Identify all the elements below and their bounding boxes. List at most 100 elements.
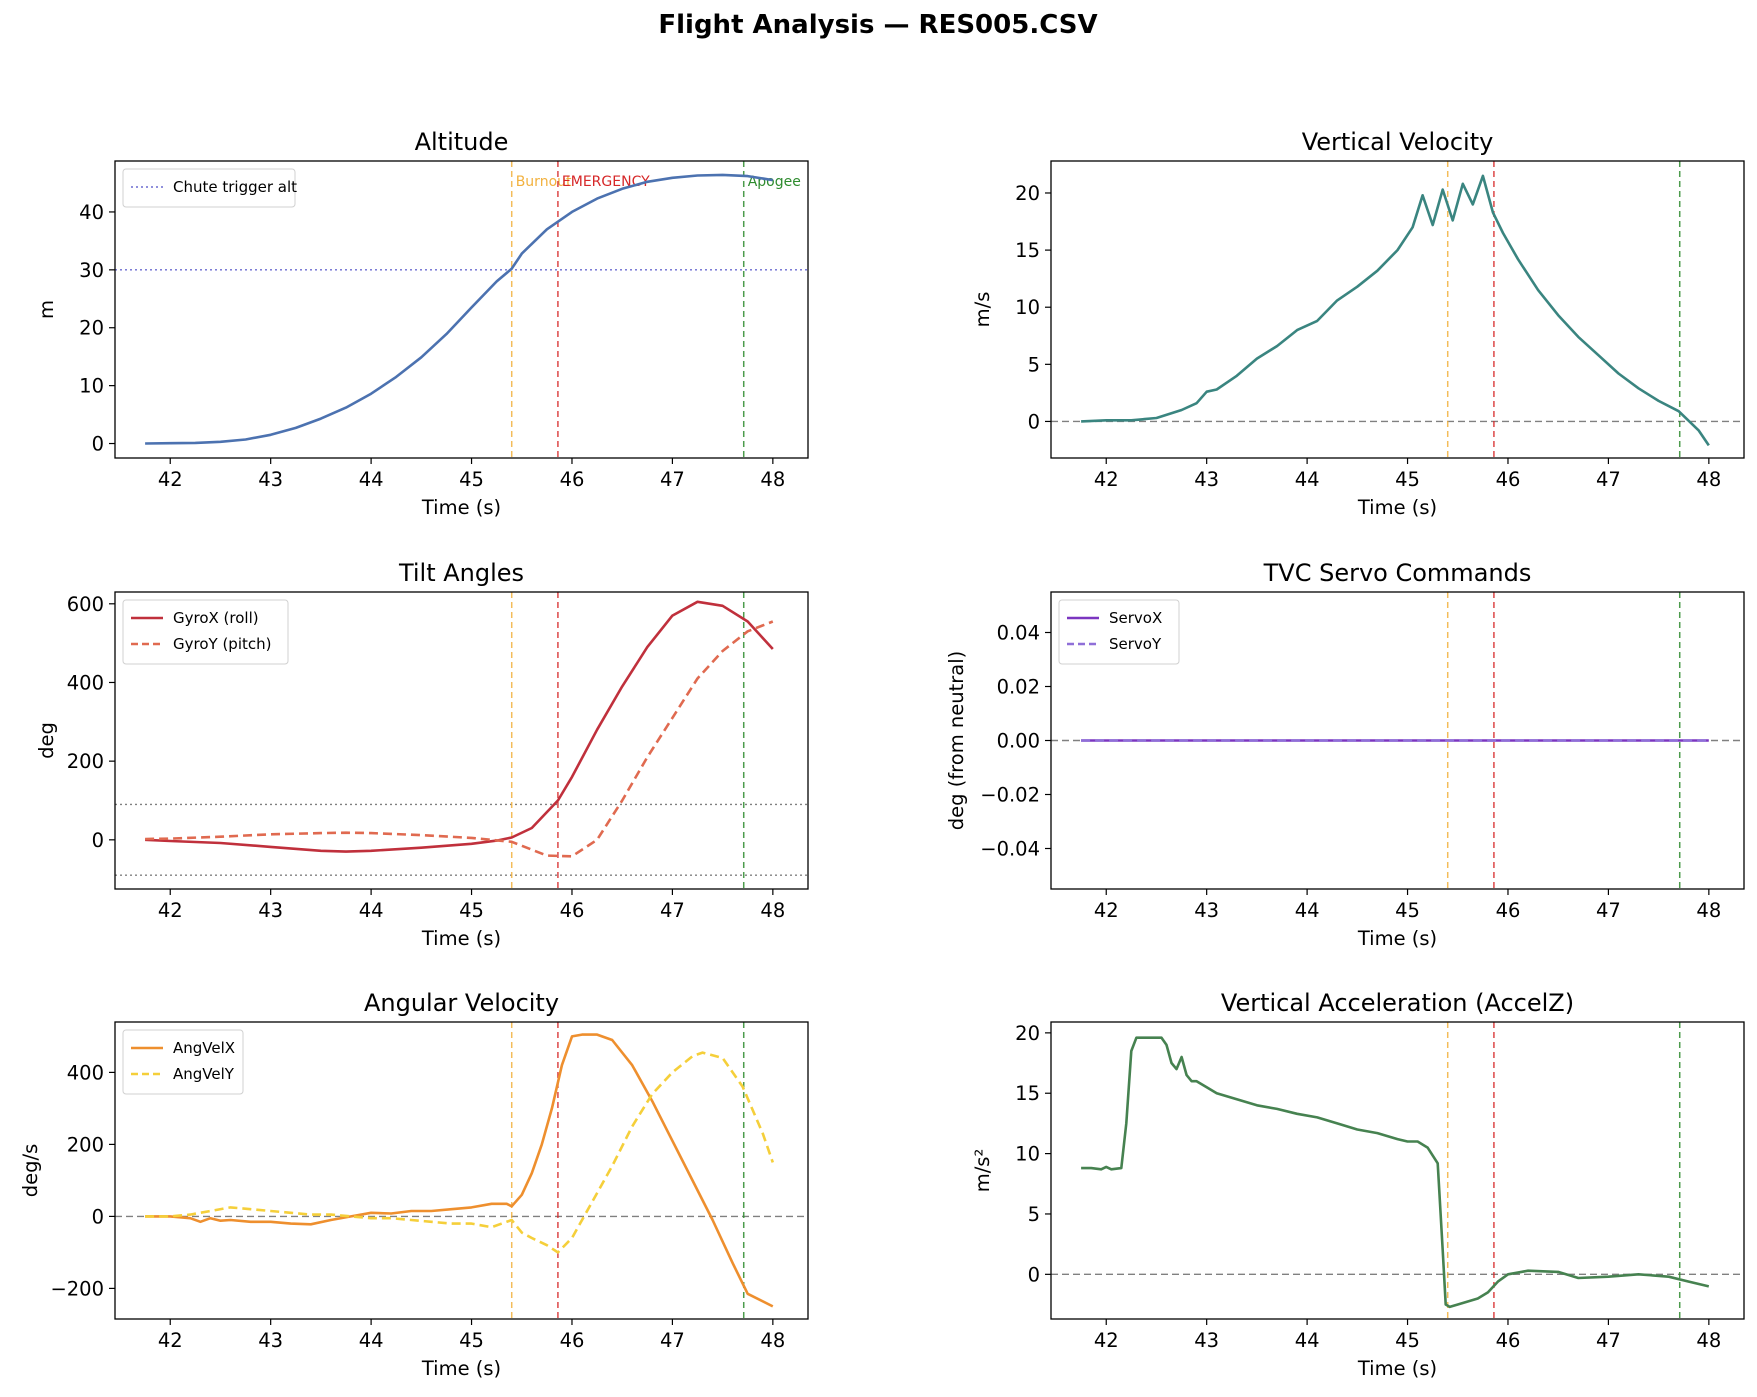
legend-box: [122, 599, 289, 665]
y-tick-label: 5: [1028, 1203, 1040, 1226]
x-tick-label: 45: [1395, 899, 1420, 922]
plot-title: Vertical Velocity: [1302, 128, 1494, 156]
plot-title: Vertical Acceleration (AccelZ): [1221, 989, 1574, 1017]
x-tick-label: 46: [1496, 468, 1521, 491]
figure-title: Flight Analysis — RES005.CSV: [658, 10, 1097, 40]
x-tick-label: 48: [760, 468, 785, 491]
x-tick-label: 42: [158, 1329, 183, 1352]
y-axis-label: deg: [35, 722, 58, 759]
y-tick-label: 200: [67, 1133, 104, 1156]
legend-box: [122, 168, 296, 208]
y-tick-label: 0.00: [997, 730, 1040, 753]
plot-title: Angular Velocity: [364, 989, 559, 1017]
axes-frame: [1050, 160, 1745, 459]
legend-label: ServoY: [1109, 635, 1162, 653]
chart-1: Vertical Velocity 42 43 44 45 46 47 48 0 5 10 15 20 T…: [971, 128, 1745, 519]
x-tick-label: 42: [158, 468, 183, 491]
y-tick-label: 15: [1015, 239, 1040, 262]
y-tick-label: −200: [50, 1277, 104, 1300]
legend-label: AngVelY: [173, 1065, 235, 1083]
x-tick-label: 44: [359, 899, 384, 922]
x-tick-label: 48: [1696, 1329, 1721, 1352]
axes-frame: [1050, 1021, 1745, 1320]
data-series-line: [1081, 174, 1710, 447]
x-axis-label: Time (s): [1357, 1357, 1437, 1380]
legend-label: GyroY (pitch): [173, 635, 271, 653]
x-tick-label: 44: [359, 468, 384, 491]
legend-label: GyroX (roll): [173, 609, 259, 627]
x-axis-label: Time (s): [1357, 927, 1437, 950]
x-axis-label: Time (s): [421, 927, 501, 950]
x-tick-label: 47: [1596, 468, 1621, 491]
x-tick-label: 47: [660, 1329, 685, 1352]
y-tick-label: 10: [79, 375, 104, 398]
x-tick-label: 45: [1395, 1329, 1420, 1352]
x-tick-label: 44: [1295, 1329, 1320, 1352]
x-tick-label: 42: [1094, 899, 1119, 922]
y-axis-label: deg (from neutral): [945, 651, 968, 831]
y-tick-label: 30: [79, 259, 104, 282]
data-series-line: [145, 620, 774, 858]
x-tick-label: 46: [560, 899, 585, 922]
legend-label: Chute trigger alt: [173, 178, 297, 196]
x-tick-label: 47: [1596, 899, 1621, 922]
y-axis-label: m/s: [971, 292, 994, 328]
chart-4: Angular Velocity 42 43 44 45 46 47 48 400 200 0 −20…: [19, 989, 809, 1380]
x-tick-label: 45: [1395, 468, 1420, 491]
x-tick-label: 45: [459, 1329, 484, 1352]
x-tick-label: 42: [1094, 1329, 1119, 1352]
data-series-line: [145, 1033, 774, 1308]
x-tick-label: 48: [1696, 468, 1721, 491]
x-tick-label: 48: [760, 1329, 785, 1352]
legend-box: [1058, 599, 1180, 665]
y-tick-label: 0: [1028, 410, 1040, 433]
event-label: EMERGENCY: [562, 174, 650, 190]
x-tick-label: 44: [359, 1329, 384, 1352]
y-tick-label: 10: [1015, 296, 1040, 319]
x-tick-label: 42: [158, 899, 183, 922]
y-tick-label: 0.02: [997, 676, 1040, 699]
x-axis-label: Time (s): [1357, 496, 1437, 519]
x-tick-label: 48: [760, 899, 785, 922]
x-tick-label: 47: [660, 899, 685, 922]
x-tick-label: 43: [1194, 468, 1219, 491]
x-tick-label: 43: [258, 899, 283, 922]
x-tick-label: 42: [1094, 468, 1119, 491]
x-tick-label: 47: [1596, 1329, 1621, 1352]
axes-frame: [114, 160, 809, 459]
legend-box: [122, 1029, 244, 1095]
x-tick-label: 45: [459, 899, 484, 922]
y-tick-label: 40: [79, 201, 104, 224]
y-tick-label: −0.04: [980, 838, 1040, 861]
y-tick-label: 5: [1028, 353, 1040, 376]
chart-5: Vertical Acceleration (AccelZ) 42 43 44 45 46…: [971, 989, 1745, 1380]
x-tick-label: 45: [459, 468, 484, 491]
x-tick-label: 44: [1295, 899, 1320, 922]
data-series-line: [145, 173, 774, 445]
x-tick-label: 43: [258, 468, 283, 491]
axes-frame: [114, 591, 809, 890]
x-tick-label: 43: [258, 1329, 283, 1352]
data-series-line: [1081, 1036, 1710, 1309]
y-tick-label: 15: [1015, 1082, 1040, 1105]
y-tick-label: 600: [67, 593, 104, 616]
x-tick-label: 46: [560, 468, 585, 491]
y-tick-label: 0: [92, 1205, 104, 1228]
x-tick-label: 44: [1295, 468, 1320, 491]
x-tick-label: 43: [1194, 899, 1219, 922]
x-axis-label: Time (s): [421, 496, 501, 519]
y-tick-label: 400: [67, 1061, 104, 1084]
axes-frame: [114, 1021, 809, 1320]
y-tick-label: −0.02: [980, 784, 1040, 807]
x-tick-label: 48: [1696, 899, 1721, 922]
y-tick-label: 0.04: [997, 622, 1040, 645]
chart-3: TVC Servo Commands 42 43 44 45 46 47 48 0.04 0.02…: [945, 559, 1745, 950]
y-axis-label: m/s²: [971, 1149, 994, 1193]
plot-title: Tilt Angles: [398, 559, 524, 587]
y-tick-label: 0: [92, 433, 104, 456]
y-axis-label: deg/s: [19, 1144, 42, 1197]
y-axis-label: m: [35, 300, 58, 319]
data-series-line: [145, 1051, 775, 1254]
